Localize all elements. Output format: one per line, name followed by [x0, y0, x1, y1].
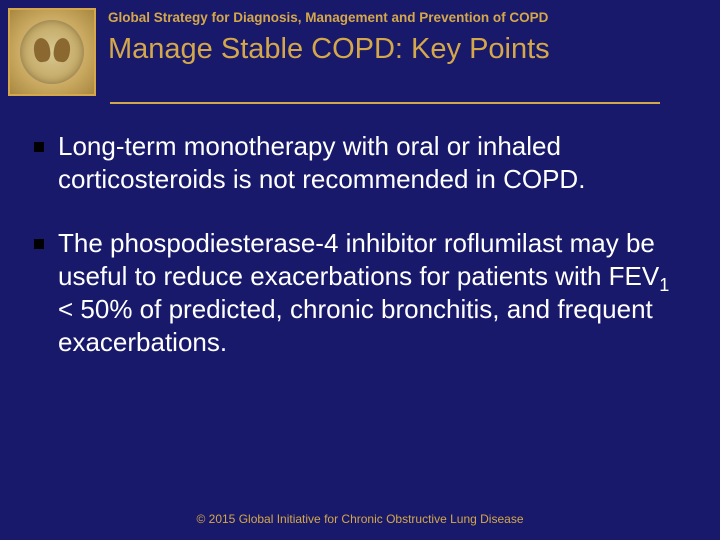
subscript: 1	[659, 275, 669, 295]
pretitle: Global Strategy for Diagnosis, Managemen…	[108, 10, 708, 25]
gold-logo	[8, 8, 96, 96]
bullet-text: Long-term monotherapy with oral or inhal…	[58, 130, 680, 197]
slide-header: Global Strategy for Diagnosis, Managemen…	[0, 0, 720, 96]
bullet-text: The phospodiesterase-4 inhibitor roflumi…	[58, 227, 680, 360]
header-text-block: Global Strategy for Diagnosis, Managemen…	[96, 8, 708, 66]
slide-title: Manage Stable COPD: Key Points	[108, 33, 708, 66]
copyright-footer: © 2015 Global Initiative for Chronic Obs…	[0, 512, 720, 526]
slide-content: Long-term monotherapy with oral or inhal…	[0, 104, 720, 360]
bullet-item: Long-term monotherapy with oral or inhal…	[34, 130, 680, 197]
bullet-text-prefix: The phospodiesterase-4 inhibitor roflumi…	[58, 228, 659, 291]
lungs-icon	[20, 20, 84, 84]
square-bullet-icon	[34, 239, 44, 249]
bullet-text-suffix: < 50% of predicted, chronic bronchitis, …	[58, 294, 653, 357]
bullet-item: The phospodiesterase-4 inhibitor roflumi…	[34, 227, 680, 360]
square-bullet-icon	[34, 142, 44, 152]
